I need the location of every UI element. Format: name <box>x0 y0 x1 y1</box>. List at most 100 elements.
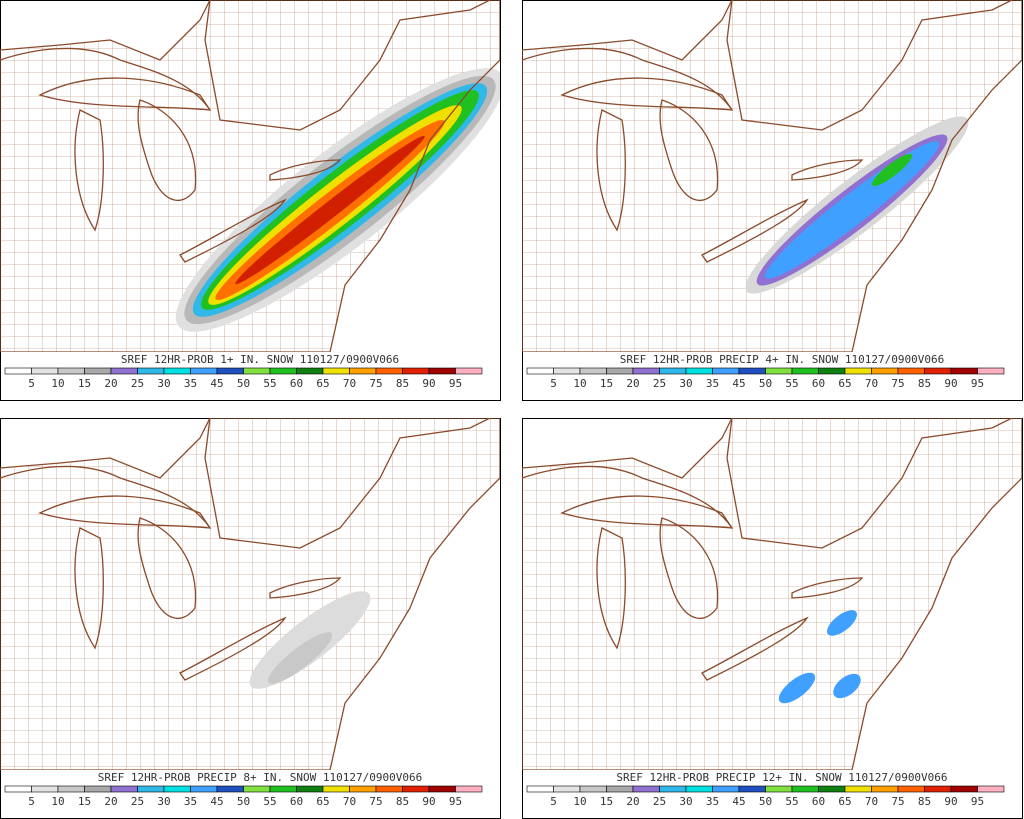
colorbar-label: 45 <box>210 795 223 808</box>
colorbar-box <box>110 367 138 375</box>
colorbar-label: 85 <box>396 795 409 808</box>
colorbar-box <box>871 785 899 793</box>
map-panel: SREF 12HR-PROB PRECIP 12+ IN. SNOW 11012… <box>522 418 1023 819</box>
coastline <box>0 418 500 770</box>
panel-title: SREF 12HR-PROB PRECIP 8+ IN. SNOW 110127… <box>98 771 423 784</box>
colorbar-box <box>455 785 483 793</box>
map-panel: SREF 12HR-PROB PRECIP 8+ IN. SNOW 110127… <box>0 418 501 819</box>
boundary <box>38 495 212 529</box>
colorbar-box <box>31 367 59 375</box>
colorbar-box <box>269 785 297 793</box>
colorbar-label: 70 <box>343 377 356 390</box>
colorbar-label: 60 <box>812 377 825 390</box>
colorbar-label: 35 <box>706 377 719 390</box>
colorbar-label: 90 <box>422 377 435 390</box>
probability-area <box>235 135 425 285</box>
colorbar-box <box>137 367 165 375</box>
colorbar-label: 5 <box>28 795 35 808</box>
colorbar-box <box>685 367 713 375</box>
boundary <box>701 616 809 681</box>
colorbar-box <box>57 367 85 375</box>
colorbar-label: 25 <box>653 795 666 808</box>
colorbar-label: 95 <box>449 377 462 390</box>
colorbar-box <box>349 367 377 375</box>
colorbar-label: 50 <box>759 377 772 390</box>
colorbar-label: 10 <box>573 795 586 808</box>
colorbar-box <box>375 367 403 375</box>
boundary <box>726 0 1013 131</box>
colorbar-label: 85 <box>918 795 931 808</box>
colorbar-box <box>977 785 1005 793</box>
colorbar-box <box>818 367 846 375</box>
colorbar-box <box>765 367 793 375</box>
colorbar-label: 55 <box>785 795 798 808</box>
colorbar-box <box>322 367 350 375</box>
boundary <box>0 465 211 529</box>
panel-title: SREF 12HR-PROB 1+ IN. SNOW 110127/0900V0… <box>121 353 399 366</box>
boundary <box>522 465 733 529</box>
boundary <box>74 109 104 232</box>
colorbar-label: 45 <box>210 377 223 390</box>
colorbar-label: 85 <box>918 377 931 390</box>
colorbar-label: 10 <box>51 377 64 390</box>
colorbar-box <box>402 785 430 793</box>
boundary <box>269 159 342 181</box>
colorbar-label: 15 <box>600 795 613 808</box>
county-grid <box>522 0 1022 352</box>
colorbar-label: 95 <box>449 795 462 808</box>
probability-area <box>267 632 333 684</box>
boundary <box>137 517 197 620</box>
colorbar-label: 35 <box>184 377 197 390</box>
colorbar-label: 70 <box>865 377 878 390</box>
boundary <box>137 99 197 202</box>
probability-area <box>778 672 816 704</box>
colorbar-label: 50 <box>759 795 772 808</box>
colorbar-box <box>526 367 554 375</box>
panel-title: SREF 12HR-PROB PRECIP 4+ IN. SNOW 110127… <box>620 353 945 366</box>
colorbar-box <box>791 785 819 793</box>
colorbar-box <box>553 785 581 793</box>
colorbar-label: 45 <box>732 795 745 808</box>
colorbar-label: 35 <box>184 795 197 808</box>
colorbar-box <box>322 785 350 793</box>
colorbar-box <box>738 785 766 793</box>
colorbar-label: 25 <box>653 377 666 390</box>
colorbar-label: 60 <box>812 795 825 808</box>
colorbar-box <box>659 367 687 375</box>
boundary <box>522 47 733 111</box>
boundary <box>74 527 104 650</box>
colorbar-box <box>818 785 846 793</box>
colorbar-box <box>632 785 660 793</box>
colorbar-label: 10 <box>573 377 586 390</box>
colorbar-label: 75 <box>369 795 382 808</box>
colorbar-box <box>296 785 324 793</box>
colorbar-label: 15 <box>600 377 613 390</box>
colorbar-label: 5 <box>550 795 557 808</box>
colorbar-box <box>738 367 766 375</box>
colorbar-label: 90 <box>944 377 957 390</box>
boundary <box>596 109 626 232</box>
colorbar-label: 55 <box>785 377 798 390</box>
colorbar-label: 70 <box>865 795 878 808</box>
colorbar-box <box>712 367 740 375</box>
colorbar-box <box>950 785 978 793</box>
colorbar-label: 60 <box>290 795 303 808</box>
colorbar-box <box>579 367 607 375</box>
colorbar-label: 60 <box>290 377 303 390</box>
colorbar-box <box>84 785 112 793</box>
colorbar-box <box>402 367 430 375</box>
colorbar-box <box>685 785 713 793</box>
colorbar-label: 85 <box>396 377 409 390</box>
colorbar-label: 95 <box>971 377 984 390</box>
colorbar-box <box>924 785 952 793</box>
map <box>0 418 500 770</box>
probability-area <box>826 610 858 636</box>
colorbar-box <box>163 367 191 375</box>
colorbar-label: 50 <box>237 795 250 808</box>
colorbar-box <box>4 367 32 375</box>
colorbar-label: 75 <box>891 795 904 808</box>
colorbar-box <box>428 367 456 375</box>
colorbar-box <box>871 367 899 375</box>
colorbar-box <box>712 785 740 793</box>
